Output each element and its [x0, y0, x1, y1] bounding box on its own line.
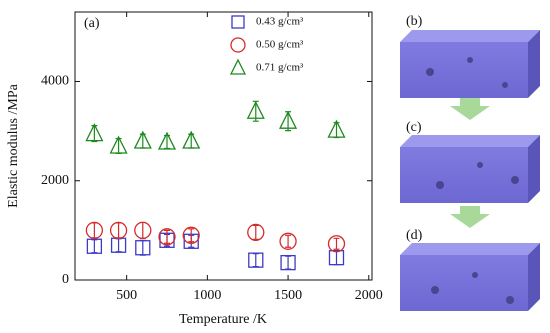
error-bar	[333, 250, 340, 266]
x-axis-label: Temperature /K	[179, 312, 267, 327]
block	[400, 30, 540, 98]
marker	[85, 221, 104, 240]
legend-label: 0.43 g/cm³	[256, 16, 304, 28]
error-bar	[115, 222, 122, 239]
error-bar	[91, 239, 98, 254]
y-tick-label: 2000	[41, 173, 69, 188]
error-bar	[333, 237, 340, 250]
marker	[247, 223, 265, 242]
error-bar	[188, 228, 195, 243]
error-bar	[285, 234, 292, 248]
marker	[246, 100, 265, 119]
marker	[158, 228, 176, 246]
error-bar	[139, 221, 146, 239]
x-tick-label: 500	[116, 288, 137, 303]
panel-label: (d)	[406, 228, 423, 243]
marker	[279, 232, 297, 250]
arrow	[450, 98, 490, 120]
marker	[109, 135, 128, 154]
arrow	[450, 206, 490, 228]
legend-marker	[229, 58, 247, 75]
panel-label: (a)	[84, 16, 100, 31]
legend-marker	[231, 15, 245, 29]
x-tick-label: 1500	[274, 288, 302, 303]
marker	[85, 123, 104, 142]
sample-images: (b) (c) (d)	[400, 14, 540, 311]
x-tick-label: 1000	[193, 288, 221, 303]
marker	[109, 221, 128, 240]
marker	[134, 221, 152, 240]
marker	[157, 131, 177, 150]
error-bar	[252, 224, 259, 240]
legend-label: 0.50 g/cm³	[256, 39, 304, 51]
marker	[133, 130, 152, 149]
y-tick-label: 4000	[41, 74, 69, 89]
legend-marker	[230, 37, 246, 53]
error-bar	[91, 222, 98, 239]
panel-label: (b)	[406, 14, 423, 29]
plot-frame	[74, 11, 373, 281]
marker	[328, 250, 345, 266]
marker	[327, 235, 346, 253]
legend-label: 0.71 g/cm³	[256, 62, 304, 74]
error-bar	[285, 255, 292, 270]
error-bar	[164, 229, 171, 244]
x-tick-label: 2000	[355, 288, 383, 303]
marker	[182, 130, 201, 149]
error-bar	[252, 253, 259, 268]
y-tick-label: 0	[62, 272, 69, 287]
marker	[86, 238, 103, 254]
marker	[182, 226, 200, 244]
marker	[279, 110, 298, 129]
marker	[135, 240, 151, 256]
panel-label: (c)	[406, 120, 422, 135]
marker	[327, 119, 346, 138]
marker	[248, 252, 264, 268]
error-bar	[139, 239, 146, 256]
error-bar	[115, 238, 122, 253]
block	[400, 135, 540, 203]
y-axis-label: Elastic modulus /MPa	[6, 83, 21, 207]
marker	[280, 254, 296, 271]
block	[400, 243, 540, 311]
